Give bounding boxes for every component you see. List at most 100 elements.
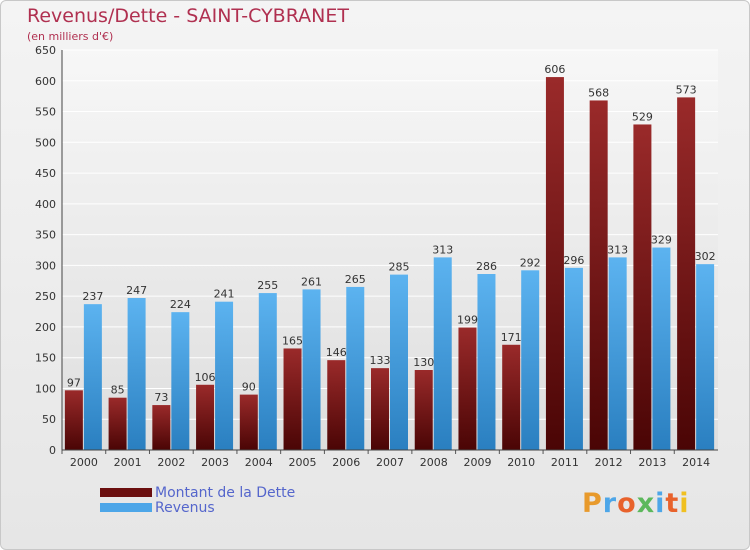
data-label: 237 (82, 290, 103, 303)
data-label: 286 (476, 260, 497, 273)
y-tick-label: 0 (49, 444, 56, 457)
bar-revenus (258, 293, 277, 450)
data-label: 313 (607, 243, 628, 256)
bar-dette (589, 100, 608, 450)
data-label: 133 (370, 354, 391, 367)
y-tick-label: 400 (35, 198, 56, 211)
logo-letter: x (636, 488, 656, 519)
legend-swatch-revenus (100, 503, 152, 512)
data-label: 302 (695, 250, 716, 263)
bar-dette (502, 344, 521, 450)
data-label: 255 (257, 279, 278, 292)
legend-swatch-debt (100, 488, 152, 497)
x-tick-label: 2000 (70, 456, 98, 469)
x-tick-label: 2005 (289, 456, 317, 469)
x-tick-label: 2011 (551, 456, 579, 469)
bar-dette (545, 77, 564, 451)
bar-dette (414, 370, 433, 450)
legend-label-revenus: Revenus (155, 500, 215, 516)
chart-subtitle: (en milliers d'€) (27, 30, 114, 43)
bar-dette (283, 348, 302, 450)
data-label: 146 (326, 346, 347, 359)
bar-revenus (302, 289, 321, 450)
bar-dette (633, 124, 652, 450)
legend-label-debt: Montant de la Dette (155, 485, 296, 501)
bar-revenus (346, 286, 365, 450)
data-label: 171 (501, 331, 522, 344)
bar-revenus (564, 267, 583, 450)
bar-dette (64, 390, 83, 450)
bar-revenus (171, 312, 190, 450)
data-label: 529 (632, 110, 653, 123)
bar-revenus (477, 274, 496, 450)
data-label: 97 (67, 376, 81, 389)
bar-revenus (433, 257, 452, 450)
x-tick-label: 2001 (114, 456, 142, 469)
x-tick-label: 2014 (682, 456, 710, 469)
bar-dette (239, 394, 258, 450)
x-tick-label: 2012 (595, 456, 623, 469)
y-tick-label: 450 (35, 167, 56, 180)
y-tick-label: 650 (35, 44, 56, 57)
data-label: 130 (413, 356, 434, 369)
bar-revenus (215, 301, 234, 450)
data-label: 606 (544, 63, 565, 76)
data-label: 165 (282, 334, 303, 347)
data-label: 261 (301, 275, 322, 288)
x-tick-label: 2003 (201, 456, 229, 469)
logo-letter: i (679, 488, 690, 519)
y-tick-label: 200 (35, 321, 56, 334)
x-tick-label: 2009 (463, 456, 491, 469)
logo-letter: t (665, 488, 680, 519)
data-label: 568 (588, 86, 609, 99)
x-tick-label: 2006 (332, 456, 360, 469)
y-tick-label: 500 (35, 136, 56, 149)
x-tick-label: 2008 (420, 456, 448, 469)
logo-letter: P (582, 488, 603, 519)
data-label: 241 (214, 288, 235, 301)
logo-letter: o (617, 488, 637, 519)
data-label: 296 (563, 254, 584, 267)
y-tick-label: 250 (35, 290, 56, 303)
bar-dette (371, 368, 389, 450)
x-tick-label: 2013 (638, 456, 666, 469)
bar-revenus (390, 274, 408, 450)
data-label: 73 (154, 391, 168, 404)
bar-revenus (83, 304, 102, 450)
bar-revenus (696, 264, 715, 450)
data-label: 90 (242, 381, 256, 394)
bar-dette (196, 384, 215, 450)
y-tick-label: 300 (35, 259, 56, 272)
logo-letter: r (602, 488, 618, 519)
bar-dette (108, 397, 127, 450)
data-label: 265 (345, 273, 366, 286)
proxiti-logo: Proxiti (582, 488, 690, 519)
data-label: 224 (170, 298, 191, 311)
data-label: 573 (676, 83, 697, 96)
y-tick-label: 100 (35, 382, 56, 395)
bar-revenus (652, 247, 671, 450)
y-tick-label: 600 (35, 75, 56, 88)
y-tick-label: 550 (35, 106, 56, 119)
data-label: 292 (520, 256, 541, 269)
bar-dette (458, 327, 477, 450)
data-label: 285 (389, 261, 410, 274)
bar-dette (677, 97, 696, 450)
data-label: 85 (111, 384, 125, 397)
y-tick-label: 350 (35, 229, 56, 242)
x-tick-label: 2007 (376, 456, 404, 469)
logo-letter: i (655, 488, 666, 519)
bar-revenus (521, 270, 540, 450)
data-label: 313 (432, 243, 453, 256)
bar-dette (152, 405, 171, 450)
data-label: 329 (651, 234, 672, 247)
x-tick-label: 2002 (157, 456, 185, 469)
x-tick-label: 2010 (507, 456, 535, 469)
y-tick-label: 50 (42, 413, 56, 426)
x-tick-label: 2004 (245, 456, 273, 469)
bar-revenus (608, 257, 627, 450)
bar-dette (327, 360, 346, 450)
data-label: 106 (195, 371, 216, 384)
y-tick-label: 150 (35, 352, 56, 365)
